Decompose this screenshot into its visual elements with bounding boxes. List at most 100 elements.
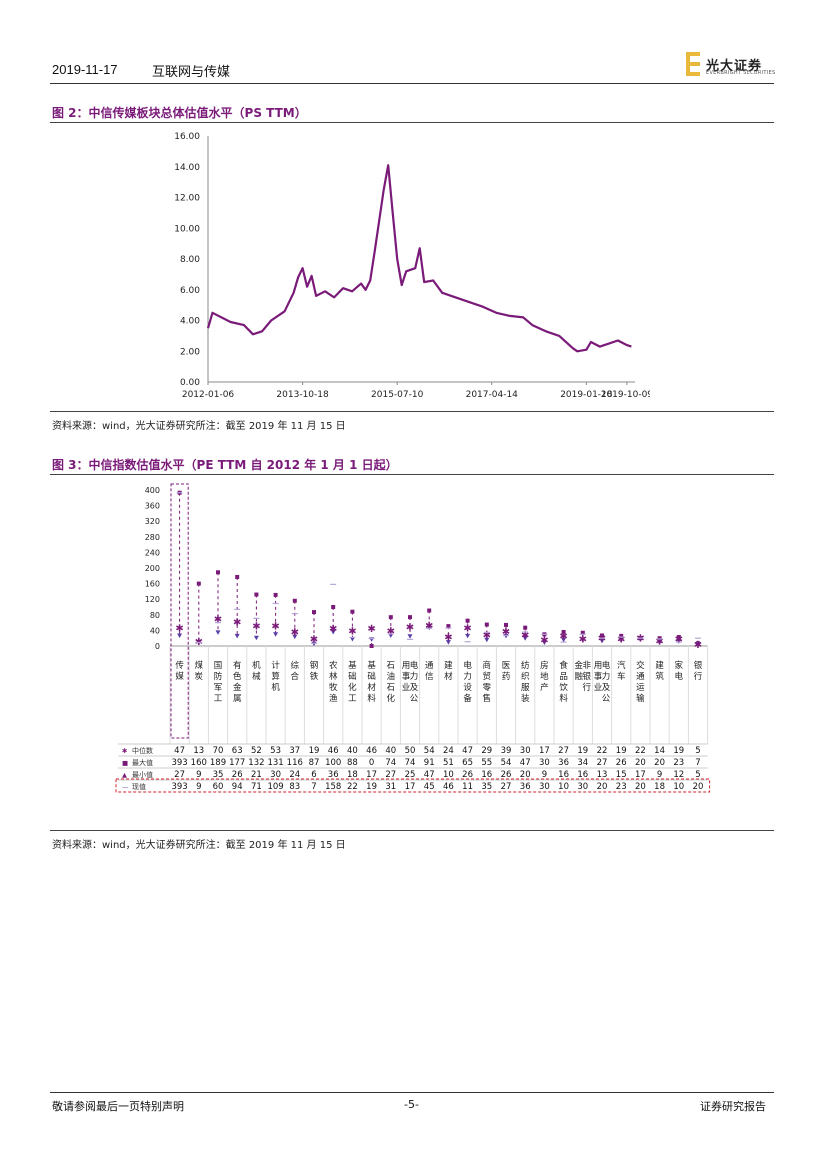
figure3-table-cell: 0 [369, 758, 374, 768]
figure3-category-label: 纺织服装 [521, 660, 530, 704]
footer-report-type: 证券研究报告 [700, 1100, 766, 1113]
figure3-table-cell: 23 [673, 758, 684, 768]
figure3-category-label: 房地产 [540, 660, 549, 693]
figure3-table-cell: 47 [174, 746, 185, 756]
figure3-table-cell: 7 [311, 782, 316, 792]
figure3-table-cell: 160 [191, 758, 207, 768]
figure3-table-cell: 12 [673, 770, 684, 780]
figure3-category-label: 用事业 [594, 661, 603, 693]
figure3-table-cell: 53 [270, 746, 281, 756]
figure3-median-marker: ✱ [636, 633, 644, 644]
figure3-table-cell: 88 [347, 758, 358, 768]
figure3-min-marker [330, 629, 336, 635]
figure2-axes [207, 136, 635, 383]
figure3-table-cell: 51 [443, 758, 454, 768]
figure3-category-label: 基础材料 [367, 660, 376, 704]
figure3-highlight-box [170, 483, 189, 739]
figure3-y-tick-label: 280 [145, 533, 160, 542]
figure3-table-cell: 19 [366, 782, 377, 792]
figure3-max-marker [312, 610, 316, 615]
figure3-table-cell: 19 [577, 746, 588, 756]
figure3-table-cell: 40 [385, 746, 396, 756]
figure3-table-cell: 36 [520, 782, 531, 792]
figure3-category-label: 计算机 [271, 660, 280, 693]
figure3-median-marker: ✱ [271, 621, 279, 632]
figure3-legend-name: 最大值 [132, 758, 153, 767]
figure2-y-tick-label: 8.00 [180, 255, 200, 265]
figure3-max-marker [235, 574, 240, 579]
figure3-table-cell: 70 [213, 746, 224, 756]
figure3-max-marker [350, 609, 355, 614]
figure3-table-cell: 74 [385, 758, 396, 768]
figure3-table-cell: 47 [520, 758, 531, 768]
figure2-x-tick-label: 2013-10-18 [276, 390, 329, 400]
figure3-min-marker [253, 635, 259, 641]
figure3-median-marker: ✱ [291, 628, 299, 639]
figure3-category-label: 电力及公 [410, 660, 419, 704]
figure2-x-tick-label: 2019-10-09 [601, 390, 650, 400]
figure3-table-cell: 22 [597, 746, 608, 756]
figure3-legend-symbol: ■ [122, 759, 128, 767]
figure3-median-marker: ✱ [252, 622, 260, 633]
figure3-max-marker [254, 592, 259, 597]
footer-disclaimer: 敬请参阅最后一页特别声明 [52, 1100, 184, 1113]
figure3-max-marker [292, 598, 297, 603]
figure3-min-marker [541, 640, 547, 645]
figure3-median-marker: ✱ [463, 624, 471, 635]
header-divider [50, 83, 774, 84]
figure3-median-marker: ✱ [214, 615, 222, 626]
figure2-y-tick-label: 6.00 [180, 286, 200, 296]
figure3-legend-name: 现值 [132, 782, 146, 791]
figure3-table-cell: 35 [481, 782, 492, 792]
figure3-table-cell: 27 [501, 782, 512, 792]
figure3-table-cell: 20 [520, 770, 531, 780]
figure3-y-tick-label: 120 [145, 595, 160, 604]
footer-divider [50, 1092, 774, 1093]
figure2-y-tick-label: 16.00 [174, 132, 200, 142]
figure3-max-marker [408, 615, 412, 620]
figure3-table-cell: 46 [328, 746, 339, 756]
figure3-grid [169, 483, 709, 744]
figure2-series-line [206, 164, 632, 353]
figure3-min-marker [522, 636, 528, 641]
figure3-min-marker [561, 637, 567, 643]
figure3-table-cell: 393 [171, 758, 187, 768]
figure3-data-table: ✱ 中位数 47 13 70 63 52 53 37 19 46 40 46 40 50 54 24 47 29 39… [115, 743, 711, 793]
report-date: 2019-11-17 [52, 62, 118, 77]
figure3-table-cell: 34 [577, 758, 588, 768]
figure3-max-marker [446, 624, 451, 629]
figure3-max-marker [619, 633, 624, 638]
figure3-median-marker: ✱ [521, 630, 529, 641]
figure3-table-cell: 17 [366, 770, 377, 780]
figure3-table-cell: 47 [424, 770, 435, 780]
figure3-category-label: 汽车 [617, 660, 626, 682]
figure3-median-marker: ✱ [617, 635, 625, 646]
figure3-table-cell: 132 [248, 758, 264, 768]
figure3-table-cell: 16 [577, 770, 588, 780]
figure3-median-marker: ✱ [694, 640, 702, 651]
figure3-table-cell: 20 [635, 758, 646, 768]
figure3-table-cell: 109 [267, 782, 283, 792]
footer-page-number: -5- [404, 1098, 419, 1111]
figure3-table-cell: 5 [695, 770, 700, 780]
figure3-table-cell: 10 [673, 782, 684, 792]
figure3-legend-name: 最小值 [132, 770, 153, 779]
figure2-x-tick-label: 2012-01-06 [182, 390, 235, 400]
figure3-table-cell: 7 [695, 758, 700, 768]
figure3-max-marker [273, 592, 278, 597]
figure3-max-marker [465, 618, 470, 623]
figure3-table-cell: 24 [443, 746, 454, 756]
figure3-table-cell: 27 [597, 758, 608, 768]
figure3-table-cell: 131 [267, 758, 283, 768]
figure3-category-label: 国防军工 [214, 661, 223, 704]
figure3-table-cell: 30 [539, 758, 550, 768]
figure3-table-cell: 47 [462, 746, 473, 756]
figure3-table-cell: 46 [443, 782, 454, 792]
figure3-table-cell: 158 [325, 782, 341, 792]
figure2-x-ticks: 2012-01-06 2013-10-18 2015-07-10 2017-04-14… [182, 382, 650, 400]
figure3-max-marker [388, 615, 393, 620]
figure3-min-marker [234, 633, 240, 639]
figure3-min-marker [407, 634, 413, 639]
figure3-table-cell: 22 [635, 746, 646, 756]
